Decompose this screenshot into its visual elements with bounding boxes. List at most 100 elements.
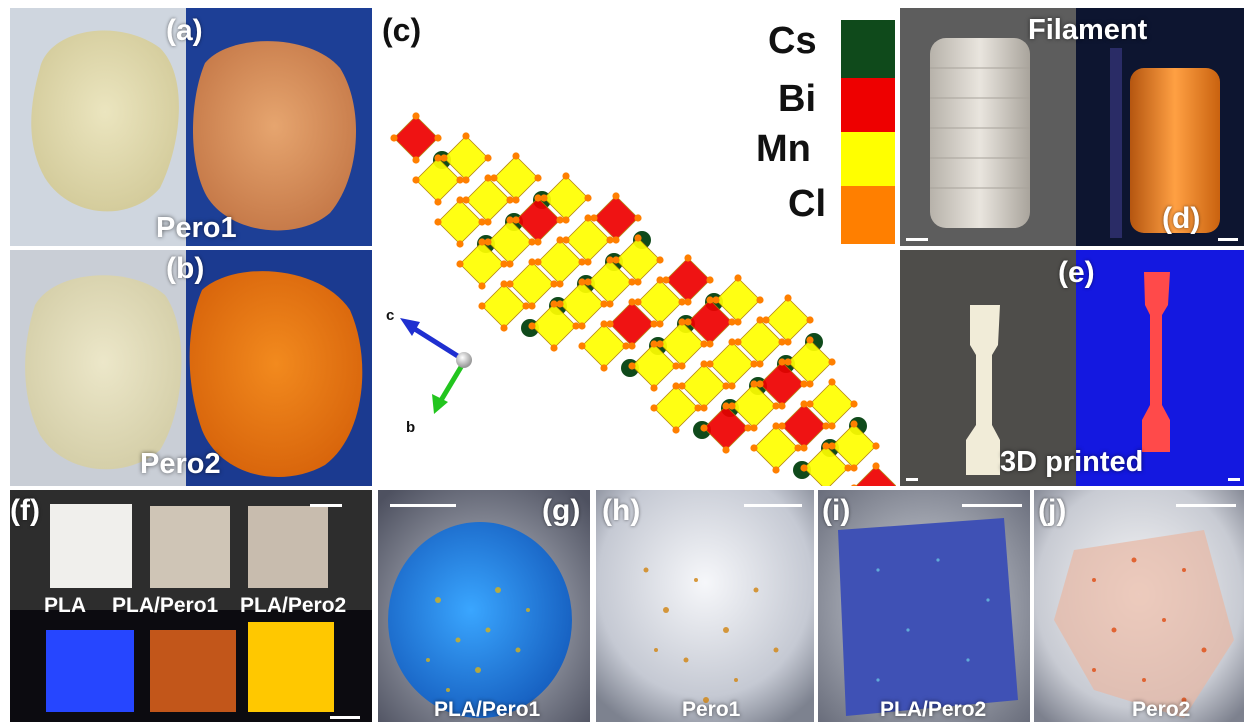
legend-label-cs: Cs xyxy=(768,20,817,62)
cl-atom xyxy=(756,380,764,388)
cl-atom xyxy=(895,485,896,486)
cl-atom xyxy=(794,444,802,452)
panel-d-caption: Filament xyxy=(1028,14,1148,46)
cl-atom xyxy=(772,422,780,430)
scale-bar xyxy=(962,504,1022,507)
cl-atom xyxy=(628,342,636,350)
cl-atom xyxy=(478,238,486,246)
cl-atom xyxy=(628,278,636,286)
cl-atom xyxy=(684,318,692,326)
legend-swatch-bi xyxy=(841,78,895,136)
panel-label-d: (d) xyxy=(1162,202,1201,235)
bi-octahedron xyxy=(393,115,439,161)
panel-label-e: (e) xyxy=(1058,256,1095,289)
red-dogbone-specimen xyxy=(1142,272,1170,452)
panel-a: (a) Pero1 xyxy=(10,8,372,246)
legend-label-bi: Bi xyxy=(778,78,816,120)
cl-atom xyxy=(700,404,708,412)
cl-atom xyxy=(784,358,792,366)
panel-label-c: (c) xyxy=(382,12,422,48)
cl-atom xyxy=(750,380,758,388)
film-pla-pero2 xyxy=(248,506,328,588)
panel-a-photo xyxy=(10,8,372,246)
cl-atom xyxy=(434,218,442,226)
cl-atom xyxy=(650,404,658,412)
cl-atom xyxy=(806,336,814,344)
panel-f-photo xyxy=(10,490,372,722)
panel-j-caption: Pero2 xyxy=(1132,698,1191,721)
film-pla xyxy=(50,504,132,588)
legend-swatch-mn xyxy=(841,132,895,190)
cl-atom xyxy=(678,298,686,306)
cl-atom xyxy=(540,194,548,202)
cl-atom xyxy=(850,420,858,428)
cl-atom xyxy=(828,422,836,430)
panel-h-photo xyxy=(596,490,814,722)
legend-label-mn: Mn xyxy=(756,128,811,170)
cl-atom xyxy=(506,216,514,224)
cl-atom xyxy=(600,364,608,372)
cl-atom xyxy=(634,234,642,242)
cl-atom xyxy=(440,154,448,162)
panel-a-caption: Pero1 xyxy=(156,212,237,244)
cl-atom xyxy=(628,362,636,370)
cl-atom xyxy=(578,342,586,350)
cl-atom xyxy=(778,422,786,430)
panel-label-j: (j) xyxy=(1038,494,1067,527)
cl-atom xyxy=(528,302,536,310)
cl-atom xyxy=(606,300,614,308)
cl-atom xyxy=(672,362,680,370)
film-pla-pero1-uv xyxy=(150,630,236,712)
pla-pero1-disk xyxy=(388,522,572,718)
cl-atom xyxy=(706,360,714,368)
axis-label-c: c xyxy=(386,307,394,324)
panel-i-photo xyxy=(818,490,1030,722)
cl-atom xyxy=(506,196,514,204)
cl-atom xyxy=(656,320,664,328)
cl-atom xyxy=(800,464,808,472)
cl-atom xyxy=(628,298,636,306)
pero1-powder-orange xyxy=(192,41,357,231)
cl-atom xyxy=(700,424,708,432)
cl-atom xyxy=(528,322,536,330)
cl-atom xyxy=(684,254,692,262)
cl-atom xyxy=(728,402,736,410)
cl-atom xyxy=(750,360,758,368)
cl-atom xyxy=(600,320,608,328)
cl-atom xyxy=(772,466,780,474)
panel-e: (e) 3D printed xyxy=(900,250,1244,486)
cl-atom xyxy=(722,446,730,454)
panel-label-h: (h) xyxy=(602,494,641,527)
panel-i: (i) PLA/Pero2 xyxy=(818,490,1030,722)
cl-atom xyxy=(584,278,592,286)
cl-atom xyxy=(822,422,830,430)
cl-atom xyxy=(434,134,442,142)
cl-atom xyxy=(622,342,630,350)
panel-label-i: (i) xyxy=(822,494,851,527)
cl-atom xyxy=(562,236,570,244)
cl-atom xyxy=(800,444,808,452)
cl-atom xyxy=(872,442,880,450)
panel-h: (h) Pero1 xyxy=(596,490,814,722)
cl-atom xyxy=(412,112,420,120)
axes-indicator: c b xyxy=(386,307,472,436)
panel-label-a: (a) xyxy=(166,14,203,47)
film-pla-pero2-uv xyxy=(248,622,334,712)
white-dogbone-specimen xyxy=(966,305,1000,475)
cl-atom xyxy=(556,300,564,308)
cl-atom xyxy=(762,316,770,324)
cl-atom xyxy=(500,324,508,332)
cl-atom xyxy=(612,192,620,200)
panel-e-photo xyxy=(900,250,1244,486)
cl-atom xyxy=(672,426,680,434)
cl-atom xyxy=(462,132,470,140)
cl-atom xyxy=(478,302,486,310)
sample-label-pla-pero2: PLA/Pero2 xyxy=(240,594,347,617)
panel-h-caption: Pero1 xyxy=(682,698,741,721)
legend-swatch-cs xyxy=(841,20,895,78)
cl-atom xyxy=(584,258,592,266)
cl-atom xyxy=(800,400,808,408)
cl-atom xyxy=(600,300,608,308)
cl-atom xyxy=(700,340,708,348)
cl-atom xyxy=(578,322,586,330)
